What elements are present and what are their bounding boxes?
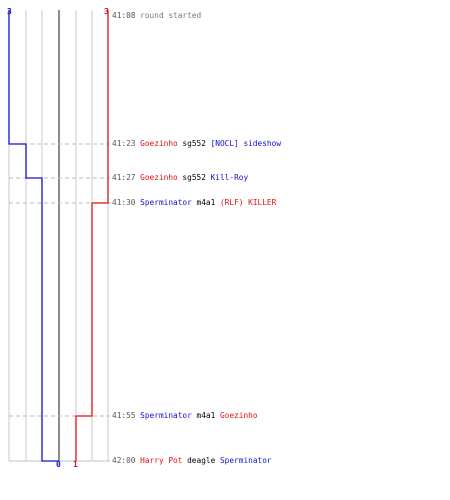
event-time: 42:00: [112, 456, 141, 465]
event-row: 41:23 Goezinho sg552 [NOCL] sideshow: [112, 139, 281, 149]
blue-team-line: [8, 10, 59, 462]
event-time: 41:30: [112, 198, 141, 207]
event-weapon: m4a1: [191, 198, 216, 207]
event-actor: Goezinho: [140, 173, 178, 182]
event-weapon: sg552: [177, 139, 206, 148]
red-end-score: 1: [73, 460, 78, 469]
red-start-score: 3: [104, 7, 109, 16]
event-victim: [NOCL] sideshow: [205, 139, 282, 148]
event-row: 41:08 round started: [112, 11, 201, 21]
event-actor: Harry Pot: [140, 456, 183, 465]
event-victim: Goezinho: [215, 411, 258, 420]
event-row: 41:27 Goezinho sg552 Kill-Roy: [112, 173, 248, 183]
event-time: 41:23: [112, 139, 141, 148]
event-time: 41:55: [112, 411, 141, 420]
event-weapon: deagle: [182, 456, 216, 465]
blue-start-score: 3: [7, 7, 12, 16]
event-row: 41:55 Sperminator m4a1 Goezinho: [112, 411, 258, 421]
event-victim: Kill-Roy: [205, 173, 249, 182]
event-weapon: m4a1: [191, 411, 216, 420]
event-time: 41:27: [112, 173, 141, 182]
red-team-line: [75, 10, 109, 461]
event-row: 41:30 Sperminator m4a1 (RLF) KILLER: [112, 198, 276, 208]
event-row: 42:00 Harry Pot deagle Sperminator: [112, 456, 272, 466]
blue-end-score: 0: [56, 460, 61, 469]
event-actor: Goezinho: [140, 139, 178, 148]
event-victim: Sperminator: [215, 456, 272, 465]
event-time: 41:08: [112, 11, 141, 20]
event-actor: Sperminator: [140, 198, 192, 207]
event-actor: Sperminator: [140, 411, 192, 420]
event-victim: (RLF) KILLER: [215, 198, 277, 207]
event-actor: round started: [140, 11, 202, 20]
event-weapon: sg552: [177, 173, 206, 182]
